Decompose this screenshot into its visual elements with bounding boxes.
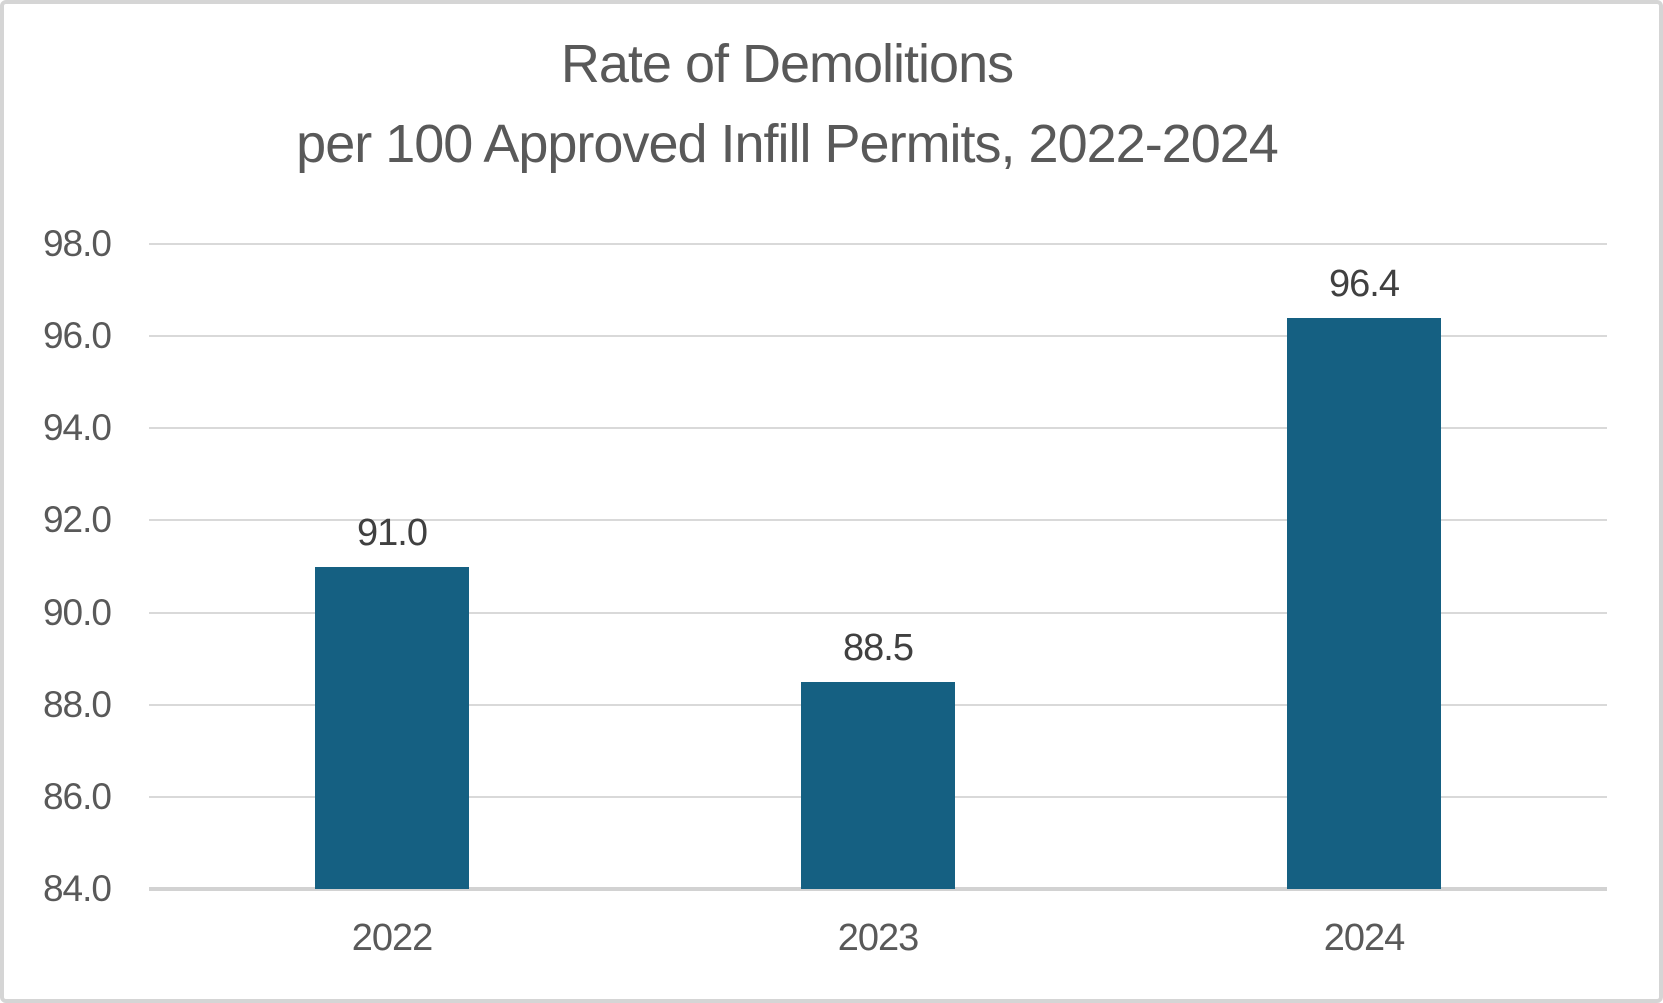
- plot-area: 91.0 88.5 96.4: [149, 243, 1607, 891]
- y-tick-label-98.0: 98.0: [42, 223, 112, 264]
- y-tick-label-94.0: 94.0: [42, 407, 112, 449]
- bar-2024: [1287, 317, 1441, 889]
- y-tick-label-86.0: 86.0: [42, 775, 112, 817]
- data-label-2024: 96.4: [1329, 262, 1400, 305]
- gridline-92.0: [149, 519, 1607, 522]
- data-label-2023: 88.5: [843, 626, 914, 669]
- y-tick-label-96.0: 96.0: [42, 315, 112, 357]
- bar-2022: [315, 566, 469, 889]
- x-axis-line: [149, 887, 1607, 891]
- chart-title-line-1: Rate of Demolitions: [560, 34, 1014, 94]
- gridline-94.0: [149, 427, 1607, 430]
- y-tick-label-88.0: 88.0: [42, 683, 112, 725]
- x-tick-label-2023: 2023: [837, 917, 920, 959]
- data-label-2022: 91.0: [357, 511, 428, 554]
- gridline-96.0: [149, 335, 1607, 338]
- chart-title: Rate of Demolitions per 100 Approved Inf…: [4, 24, 1659, 184]
- x-tick-label-2022: 2022: [351, 917, 434, 959]
- gridline-90.0: [149, 611, 1607, 614]
- bar-2023: [801, 681, 955, 889]
- chart-title-line-2: per 100 Approved Infill Permits, 2022-20…: [296, 114, 1279, 174]
- y-tick-label-84.0: 84.0: [42, 868, 112, 909]
- gridline-98.0: [149, 243, 1607, 245]
- y-tick-label-92.0: 92.0: [42, 499, 112, 541]
- y-tick-label-90.0: 90.0: [42, 591, 112, 633]
- x-tick-label-2024: 2024: [1323, 917, 1406, 959]
